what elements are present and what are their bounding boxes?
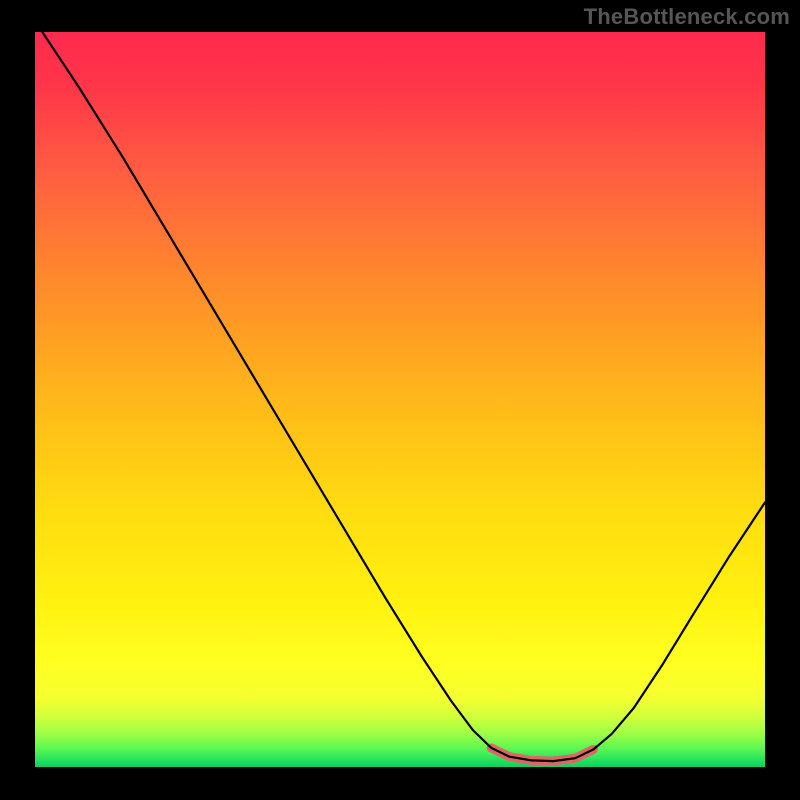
chart-canvas bbox=[0, 0, 800, 800]
plot-background bbox=[35, 32, 765, 767]
